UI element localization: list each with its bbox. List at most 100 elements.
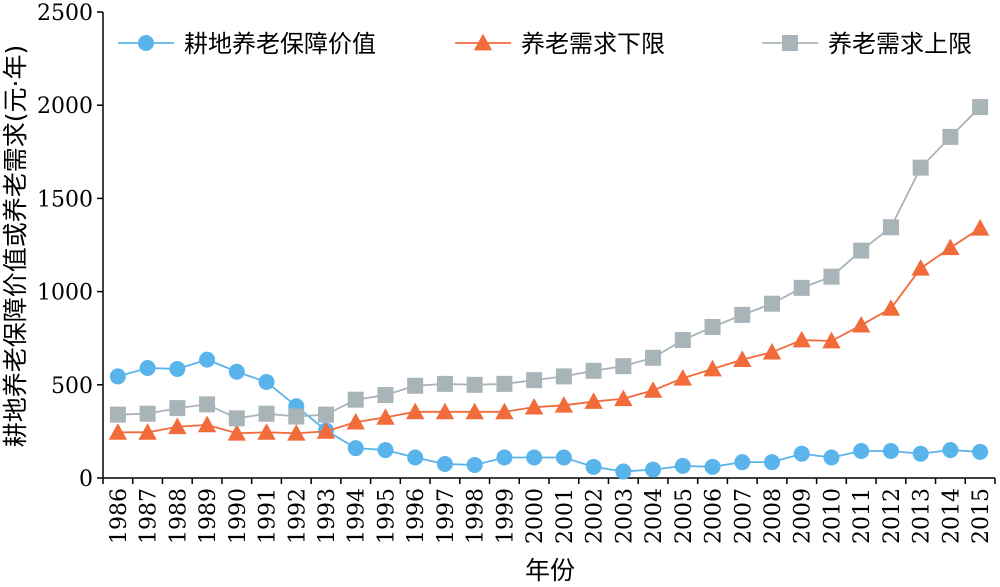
legend-item-2: 养老需求下限 bbox=[455, 30, 665, 58]
x-tick-label: 1999 bbox=[493, 488, 518, 544]
x-tick-label: 1994 bbox=[345, 488, 370, 544]
data-point bbox=[555, 449, 572, 466]
x-tick-label: 2005 bbox=[672, 488, 697, 544]
data-point bbox=[941, 238, 960, 256]
legend-marker bbox=[138, 35, 154, 51]
x-tick-label: 2009 bbox=[791, 488, 816, 544]
data-point bbox=[674, 332, 691, 349]
series-line bbox=[117, 358, 981, 473]
data-point bbox=[852, 315, 871, 333]
series-layer bbox=[108, 99, 990, 480]
x-tick-label: 2012 bbox=[880, 488, 905, 544]
data-point bbox=[853, 442, 870, 459]
data-point bbox=[793, 279, 810, 296]
y-axis-title: 耕地养老保障价值或养老需求(元·年) bbox=[1, 45, 30, 447]
data-point bbox=[881, 299, 901, 316]
series-line bbox=[117, 106, 981, 420]
data-point bbox=[288, 408, 305, 425]
data-point bbox=[168, 417, 187, 435]
data-point bbox=[347, 391, 364, 408]
series-2 bbox=[108, 219, 990, 441]
y-tick-label: 1500 bbox=[37, 187, 93, 212]
data-point bbox=[407, 449, 424, 466]
data-point bbox=[139, 405, 156, 422]
x-tick-label: 1988 bbox=[166, 488, 191, 544]
x-tick-label: 2002 bbox=[583, 488, 608, 544]
data-point bbox=[526, 372, 543, 389]
data-point bbox=[882, 219, 899, 236]
data-point bbox=[645, 349, 662, 366]
data-point bbox=[406, 402, 425, 420]
data-point bbox=[109, 368, 126, 385]
x-tick-label: 2008 bbox=[761, 488, 786, 544]
data-point bbox=[764, 454, 780, 471]
legend-item-3: 养老需求上限 bbox=[762, 30, 972, 58]
x-tick-label: 1995 bbox=[374, 488, 399, 544]
data-point bbox=[733, 350, 752, 367]
x-tick-label: 1986 bbox=[107, 488, 132, 544]
data-point bbox=[524, 397, 544, 415]
data-point bbox=[912, 159, 929, 176]
x-tick-label: 2001 bbox=[553, 488, 578, 544]
data-point bbox=[972, 443, 989, 460]
data-point bbox=[465, 402, 484, 420]
data-point bbox=[257, 423, 276, 440]
legend-marker bbox=[782, 35, 798, 51]
data-point bbox=[258, 374, 275, 391]
x-tick-label: 1989 bbox=[196, 488, 221, 544]
data-point bbox=[793, 445, 810, 462]
data-point bbox=[197, 415, 217, 433]
x-tick-label: 2011 bbox=[850, 488, 875, 544]
legend-label: 养老需求下限 bbox=[521, 30, 665, 58]
data-point bbox=[734, 454, 751, 471]
x-tick-label: 1987 bbox=[137, 488, 162, 544]
data-point bbox=[911, 259, 930, 276]
x-tick-label: 1993 bbox=[315, 488, 340, 544]
y-tick-label: 2500 bbox=[37, 1, 93, 26]
data-point bbox=[376, 408, 395, 425]
x-tick-label: 1997 bbox=[434, 488, 459, 544]
data-point bbox=[377, 387, 394, 404]
data-point bbox=[615, 463, 632, 480]
data-point bbox=[316, 422, 336, 439]
data-point bbox=[942, 442, 959, 459]
x-tick-label: 2000 bbox=[523, 488, 548, 544]
x-tick-label: 2013 bbox=[910, 488, 935, 544]
x-tick-label: 2003 bbox=[612, 488, 637, 544]
data-point bbox=[734, 306, 751, 323]
x-tick-label: 2010 bbox=[820, 488, 845, 544]
data-point bbox=[882, 442, 899, 459]
x-tick-label: 1992 bbox=[285, 488, 310, 544]
data-point bbox=[674, 457, 691, 474]
data-point bbox=[823, 449, 840, 466]
series-1 bbox=[109, 351, 989, 480]
data-point bbox=[912, 445, 929, 462]
y-tick-label: 1000 bbox=[37, 281, 93, 306]
data-point bbox=[377, 442, 394, 459]
data-point bbox=[108, 423, 128, 440]
y-tick-label: 2000 bbox=[37, 94, 93, 119]
data-point bbox=[139, 360, 156, 377]
data-point bbox=[318, 406, 334, 423]
data-point bbox=[853, 242, 870, 259]
x-tick-label: 2006 bbox=[702, 488, 727, 544]
x-tick-label: 1998 bbox=[464, 488, 489, 544]
data-point bbox=[109, 406, 126, 423]
data-point bbox=[614, 389, 633, 407]
data-point bbox=[228, 363, 245, 380]
data-point bbox=[496, 375, 513, 392]
data-point bbox=[227, 424, 246, 441]
data-point bbox=[346, 412, 365, 430]
data-point bbox=[228, 410, 245, 427]
data-point bbox=[466, 376, 483, 393]
data-point bbox=[169, 400, 186, 417]
data-point bbox=[615, 358, 632, 375]
series-3 bbox=[109, 99, 989, 427]
data-point bbox=[436, 456, 453, 473]
data-point bbox=[169, 360, 186, 377]
data-point bbox=[764, 295, 780, 312]
data-point bbox=[526, 449, 543, 466]
legend-item-1: 耕地养老保障价值 bbox=[118, 30, 376, 58]
y-tick-label: 0 bbox=[79, 467, 93, 492]
